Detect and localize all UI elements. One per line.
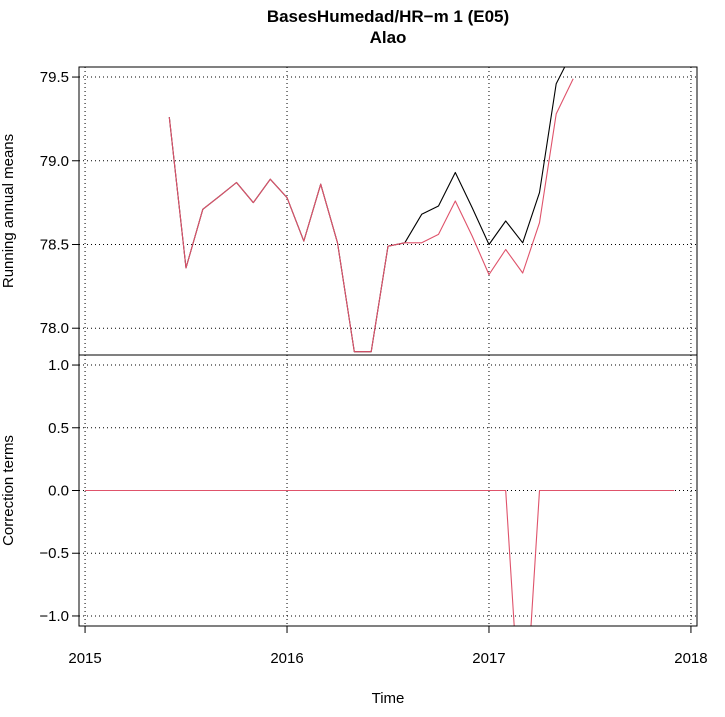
y-tick-label: 0.5: [48, 420, 69, 437]
y-tick-label: 78.0: [40, 320, 69, 337]
top-panel: 78.0 78.5 79.0 79.5 Running annual means: [0, 66, 698, 356]
y-tick-label: 0.0: [48, 483, 69, 500]
y-tick-label: 1.0: [48, 357, 69, 374]
panel-frame: [78, 354, 698, 627]
chart-title: BasesHumedad/HR−m 1 (E05): [267, 7, 509, 26]
x-tick-label: 2018: [674, 650, 707, 667]
y-tick-label: −1.0: [39, 608, 69, 625]
series-line-2: [168, 78, 574, 353]
y-tick-label: 79.0: [40, 153, 69, 170]
x-tick-label: 2016: [270, 650, 303, 667]
y-axis-label: Correction terms: [0, 435, 17, 546]
chart-subtitle: Alao: [370, 28, 407, 47]
y-tick-label: 78.5: [40, 236, 69, 253]
x-tick-label: 2015: [68, 650, 101, 667]
y-tick-label: 79.5: [40, 69, 69, 86]
x-axis-label: Time: [372, 690, 405, 707]
bottom-panel: −1.0 −0.5 0.0 0.5 1.0 Correction terms 2015 201…: [0, 354, 708, 667]
x-tick-label: 2017: [472, 650, 505, 667]
series-line-1: [85, 489, 675, 626]
y-tick-label: −0.5: [39, 545, 69, 562]
y-axis-label: Running annual means: [0, 134, 17, 288]
